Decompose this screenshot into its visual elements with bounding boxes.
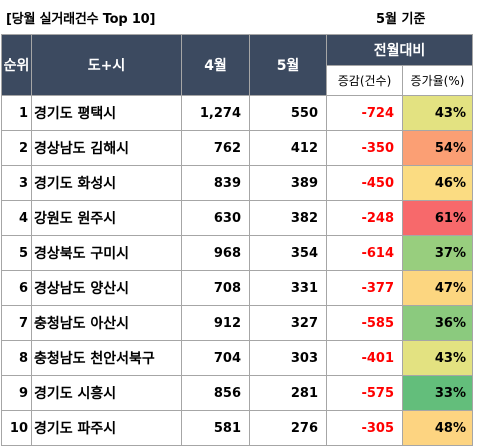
table-row: 1 경기도 평택시 1,274 550 -724 43% xyxy=(1,95,473,131)
table-subtitle: 5월 기준 xyxy=(376,12,426,27)
region-cell: 경상북도 구미시 xyxy=(31,235,182,271)
change-rate-cell: 43% xyxy=(402,340,473,376)
may-cell: 389 xyxy=(249,165,327,201)
rank-cell: 3 xyxy=(1,165,32,201)
rank-cell: 2 xyxy=(1,130,32,166)
region-cell: 충청남도 아산시 xyxy=(31,305,182,341)
change-count-cell: -614 xyxy=(326,235,403,271)
region-cell: 경상남도 양산시 xyxy=(31,270,182,306)
april-cell: 912 xyxy=(181,305,250,341)
rank-cell: 8 xyxy=(1,340,32,376)
april-cell: 968 xyxy=(181,235,250,271)
change-count-cell: -305 xyxy=(326,410,403,446)
april-cell: 762 xyxy=(181,130,250,166)
rank-cell: 7 xyxy=(1,305,32,341)
header-change-rate: 증가율(%) xyxy=(402,65,473,96)
region-cell: 경기도 평택시 xyxy=(31,95,182,131)
change-count-cell: -350 xyxy=(326,130,403,166)
change-rate-cell: 54% xyxy=(402,130,473,166)
change-count-cell: -377 xyxy=(326,270,403,306)
april-cell: 708 xyxy=(181,270,250,306)
change-count-cell: -724 xyxy=(326,95,403,131)
rank-cell: 5 xyxy=(1,235,32,271)
rank-cell: 4 xyxy=(1,200,32,236)
region-cell: 경기도 화성시 xyxy=(31,165,182,201)
region-cell: 강원도 원주시 xyxy=(31,200,182,236)
table-row: 2 경상남도 김해시 762 412 -350 54% xyxy=(1,130,473,166)
rank-cell: 10 xyxy=(1,410,32,446)
may-cell: 550 xyxy=(249,95,327,131)
region-cell: 경상남도 김해시 xyxy=(31,130,182,166)
table-row: 8 충청남도 천안서북구 704 303 -401 43% xyxy=(1,340,473,376)
change-rate-cell: 61% xyxy=(402,200,473,236)
top10-table: 순위 도+시 4월 5월 전월대비 증감(건수) 증가율(%) 1 경기도 평택시… xyxy=(1,34,473,446)
change-rate-cell: 47% xyxy=(402,270,473,306)
rank-cell: 6 xyxy=(1,270,32,306)
table-row: 3 경기도 화성시 839 389 -450 46% xyxy=(1,165,473,201)
april-cell: 1,274 xyxy=(181,95,250,131)
change-count-cell: -450 xyxy=(326,165,403,201)
table-row: 4 강원도 원주시 630 382 -248 61% xyxy=(1,200,473,236)
april-cell: 704 xyxy=(181,340,250,376)
region-cell: 경기도 파주시 xyxy=(31,410,182,446)
region-cell: 경기도 시흥시 xyxy=(31,375,182,411)
table-row: 5 경상북도 구미시 968 354 -614 37% xyxy=(1,235,473,271)
change-count-cell: -401 xyxy=(326,340,403,376)
may-cell: 327 xyxy=(249,305,327,341)
may-cell: 303 xyxy=(249,340,327,376)
header-may: 5월 xyxy=(249,34,327,96)
table-body: 1 경기도 평택시 1,274 550 -724 43% 2 경상남도 김해시 762 412 -3… xyxy=(1,95,473,446)
change-rate-cell: 48% xyxy=(402,410,473,446)
region-cell: 충청남도 천안서북구 xyxy=(31,340,182,376)
change-rate-cell: 37% xyxy=(402,235,473,271)
header-april: 4월 xyxy=(181,34,250,96)
may-cell: 354 xyxy=(249,235,327,271)
change-rate-cell: 46% xyxy=(402,165,473,201)
may-cell: 412 xyxy=(249,130,327,166)
header-mom: 전월대비 xyxy=(326,34,473,66)
header-rank: 순위 xyxy=(1,34,32,96)
change-rate-cell: 33% xyxy=(402,375,473,411)
may-cell: 331 xyxy=(249,270,327,306)
table-row: 10 경기도 파주시 581 276 -305 48% xyxy=(1,410,473,446)
change-count-cell: -248 xyxy=(326,200,403,236)
header-change-count: 증감(건수) xyxy=(326,65,403,96)
table-row: 6 경상남도 양산시 708 331 -377 47% xyxy=(1,270,473,306)
april-cell: 581 xyxy=(181,410,250,446)
change-count-cell: -585 xyxy=(326,305,403,341)
change-rate-cell: 43% xyxy=(402,95,473,131)
may-cell: 276 xyxy=(249,410,327,446)
title-bar: [당월 실거래건수 Top 10] 5월 기준 xyxy=(0,0,479,34)
table-title: [당월 실거래건수 Top 10] xyxy=(6,12,156,27)
may-cell: 281 xyxy=(249,375,327,411)
rank-cell: 1 xyxy=(1,95,32,131)
change-count-cell: -575 xyxy=(326,375,403,411)
header-region: 도+시 xyxy=(31,34,182,96)
april-cell: 630 xyxy=(181,200,250,236)
april-cell: 856 xyxy=(181,375,250,411)
change-rate-cell: 36% xyxy=(402,305,473,341)
may-cell: 382 xyxy=(249,200,327,236)
table-row: 7 충청남도 아산시 912 327 -585 36% xyxy=(1,305,473,341)
april-cell: 839 xyxy=(181,165,250,201)
table-row: 9 경기도 시흥시 856 281 -575 33% xyxy=(1,375,473,411)
rank-cell: 9 xyxy=(1,375,32,411)
